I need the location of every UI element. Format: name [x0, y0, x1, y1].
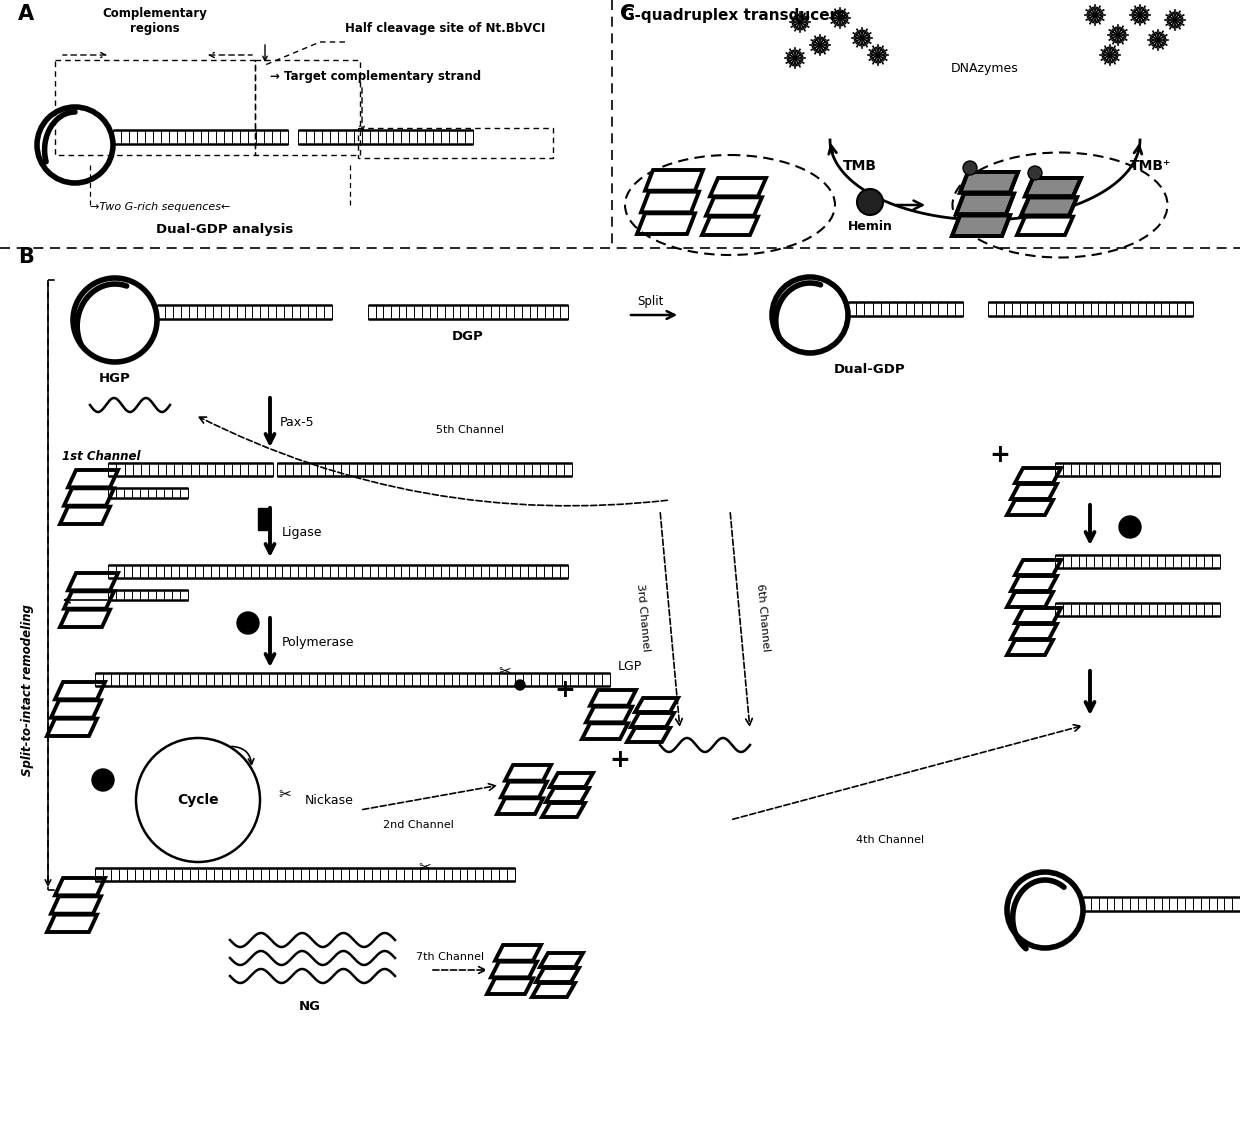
Text: 4th Channel: 4th Channel [856, 836, 924, 845]
Bar [258, 507, 270, 530]
Text: Split-to-intact remodeling: Split-to-intact remodeling [21, 604, 35, 776]
Text: Polymerase: Polymerase [281, 636, 355, 649]
Circle shape [237, 612, 259, 634]
Text: HGP: HGP [99, 371, 131, 385]
Text: +: + [990, 443, 1011, 467]
Text: ✂: ✂ [279, 788, 291, 802]
Circle shape [857, 189, 883, 215]
Text: Ligase: Ligase [281, 526, 322, 539]
Polygon shape [956, 193, 1014, 215]
Text: DGP: DGP [453, 330, 484, 343]
Text: Half cleavage site of Nt.BbVCI: Half cleavage site of Nt.BbVCI [345, 22, 546, 35]
Polygon shape [1021, 198, 1078, 216]
Text: Hemin: Hemin [848, 219, 893, 233]
Polygon shape [1025, 178, 1081, 197]
Text: G-quadruplex transducers: G-quadruplex transducers [622, 8, 846, 23]
Circle shape [1028, 166, 1042, 179]
Text: 2nd Channel: 2nd Channel [383, 820, 454, 830]
Text: DNAzymes: DNAzymes [951, 62, 1019, 75]
Text: ✂: ✂ [419, 861, 432, 876]
Text: +: + [554, 678, 575, 702]
Polygon shape [960, 171, 1018, 193]
Circle shape [92, 769, 114, 791]
Circle shape [1118, 515, 1141, 538]
Text: LGP: LGP [618, 660, 642, 673]
Text: →Two G-rich sequences←: →Two G-rich sequences← [91, 202, 231, 211]
Text: Dual-GDP analysis: Dual-GDP analysis [156, 223, 294, 235]
Text: A: A [19, 3, 35, 24]
Text: +: + [610, 748, 630, 772]
Text: Pax-5: Pax-5 [280, 416, 315, 429]
Text: Cycle: Cycle [177, 793, 218, 807]
Text: 5th Channel: 5th Channel [436, 425, 503, 435]
Text: Nickase: Nickase [305, 793, 353, 807]
Text: TMB: TMB [843, 159, 877, 173]
Text: Split: Split [637, 295, 663, 307]
Text: Dual-GDP: Dual-GDP [835, 363, 905, 376]
Text: C: C [620, 3, 635, 24]
Text: 3rd Channel: 3rd Channel [635, 584, 651, 653]
Circle shape [963, 161, 977, 175]
Text: NG: NG [299, 1000, 321, 1013]
Text: 6th Channel: 6th Channel [755, 584, 771, 653]
Bar [358, 128, 553, 158]
Text: 7th Channel: 7th Channel [415, 952, 484, 962]
Text: B: B [19, 247, 33, 267]
Bar [55, 59, 255, 155]
Text: TMB⁺: TMB⁺ [1130, 159, 1171, 173]
Text: → Target complementary strand: → Target complementary strand [270, 70, 481, 83]
Text: 1st Channel: 1st Channel [62, 450, 140, 463]
Polygon shape [952, 215, 1011, 235]
Text: ✂: ✂ [498, 664, 511, 679]
Text: Complementary
regions: Complementary regions [103, 7, 207, 35]
Circle shape [515, 680, 525, 690]
Bar [255, 59, 360, 155]
